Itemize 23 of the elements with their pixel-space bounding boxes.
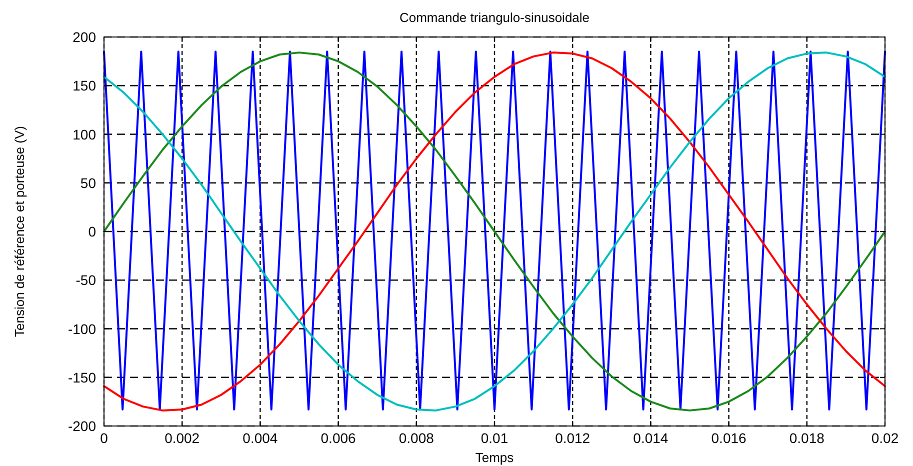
y-tick-label: 0 [88,224,96,240]
x-tick-label: 0.016 [711,430,747,446]
y-tick-label: 100 [72,126,96,142]
y-tick-label: 200 [72,29,96,45]
y-tick-label: -100 [68,320,96,337]
y-tick-label: 150 [72,78,96,94]
x-tick-label: 0.014 [633,430,668,446]
y-tick-label: -200 [68,418,96,434]
x-tick-label: 0.008 [398,430,434,446]
x-tick-label: 0.002 [164,430,200,446]
x-tick-label: 0.018 [789,430,825,446]
x-tick-label: 0 [100,430,108,446]
x-tick-label: 0.004 [242,430,278,446]
chart-title: Commande triangulo-sinusoidale [399,10,590,25]
y-tick-label: -50 [76,272,96,288]
y-tick-label: -150 [68,369,96,386]
x-tick-label: 0.01 [480,430,508,446]
x-tick-label: 0.02 [871,430,899,446]
y-tick-label: 50 [80,174,96,191]
x-axis-title: Temps [475,450,514,465]
x-tick-label: 0.006 [320,430,356,446]
x-tick-label: 0.012 [555,430,590,446]
y-axis-title: Tension de référence et porteuse (V) [12,126,27,338]
